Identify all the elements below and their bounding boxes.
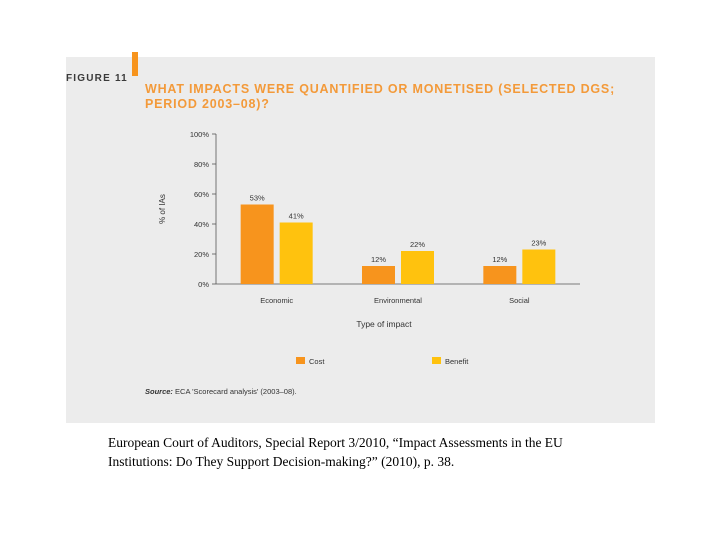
y-tick-label: 60%: [194, 190, 209, 199]
x-tick-label: Environmental: [374, 296, 422, 305]
y-tick-label: 40%: [194, 220, 209, 229]
bar-value-label: 53%: [250, 194, 265, 203]
x-tick-label: Social: [509, 296, 530, 305]
x-tick-label: Economic: [260, 296, 293, 305]
caption-line2: Institutions: Do They Support Decision-m…: [108, 454, 455, 469]
figure-label: FIGURE 11: [66, 73, 128, 84]
legend-label-benefit: Benefit: [445, 357, 469, 366]
bar-cost-environmental: [362, 266, 395, 284]
bar-value-label: 12%: [371, 255, 386, 264]
legend-swatch-cost: [296, 357, 305, 364]
bar-value-label: 22%: [410, 240, 425, 249]
y-tick-label: 20%: [194, 250, 209, 259]
bar-benefit-economic: [279, 222, 313, 284]
bar-value-label: 23%: [531, 239, 546, 248]
bar-value-label: 12%: [492, 255, 507, 264]
y-tick-label: 80%: [194, 160, 209, 169]
source-text: ECA 'Scorecard analysis' (2003–08).: [175, 387, 297, 396]
chart-title-line2: PERIOD 2003–08)?: [145, 97, 270, 111]
source-note: Source: ECA 'Scorecard analysis' (2003–0…: [145, 387, 297, 396]
bar-cost-economic: [240, 204, 274, 284]
chart-title-line1: WHAT IMPACTS WERE QUANTIFIED OR MONETISE…: [145, 82, 616, 96]
y-tick-label: 0%: [198, 280, 209, 289]
citation-caption: European Court of Auditors, Special Repo…: [108, 433, 628, 471]
bar-benefit-social: [522, 249, 556, 284]
legend-swatch-benefit: [432, 357, 441, 364]
figure-panel: [66, 57, 655, 423]
bar-cost-social: [483, 266, 517, 284]
x-axis-label: Type of impact: [356, 319, 412, 329]
bar-benefit-environmental: [401, 251, 434, 284]
y-axis-label: % of IAs: [158, 194, 167, 224]
accent-bar: [132, 52, 138, 76]
source-label: Source:: [145, 387, 173, 396]
chart-title: WHAT IMPACTS WERE QUANTIFIED OR MONETISE…: [145, 82, 645, 112]
bar-value-label: 41%: [289, 212, 304, 221]
caption-line1: European Court of Auditors, Special Repo…: [108, 435, 563, 450]
legend-label-cost: Cost: [309, 357, 325, 366]
y-tick-label: 100%: [190, 130, 210, 139]
